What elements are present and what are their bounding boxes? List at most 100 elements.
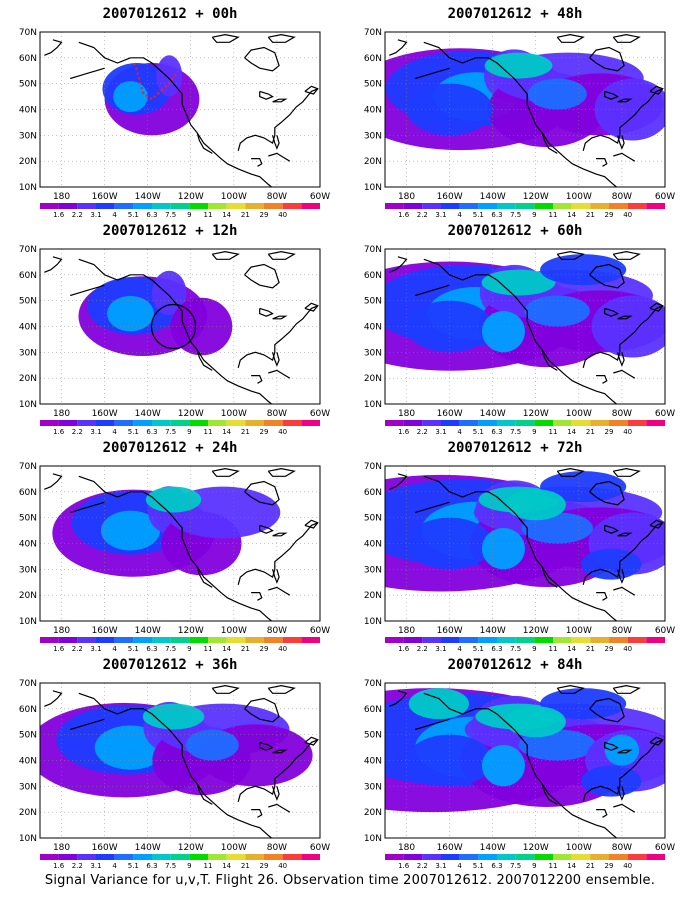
lon-label: 60W: [655, 843, 675, 853]
lat-label: 10N: [364, 617, 382, 627]
lon-label: 160W: [92, 626, 118, 636]
colorbar-label: 21: [241, 211, 250, 219]
colorbar-swatch: [609, 637, 628, 643]
colorbar-swatch: [441, 420, 460, 426]
colorbar-swatch: [441, 637, 460, 643]
colorbar-label: 2.2: [72, 645, 83, 653]
colorbar: 1.6 2.2 3.1 4 5.1 6.3 7.5 9 11 14 21 29 40: [385, 637, 665, 653]
lat-label: 70N: [19, 462, 37, 472]
colorbar-label: 21: [586, 862, 595, 870]
colorbar-swatch: [422, 637, 441, 643]
colorbar-swatch: [385, 854, 404, 860]
lat-label: 30N: [364, 565, 382, 575]
colorbar-swatch: [264, 637, 283, 643]
colorbar-label: 21: [586, 211, 595, 219]
colorbar-label: 40: [278, 428, 287, 436]
colorbar-label: 6.3: [146, 428, 157, 436]
lon-label: 160W: [92, 192, 118, 202]
colorbar-swatch: [459, 420, 479, 426]
colorbar-swatch: [170, 420, 190, 426]
colorbar-swatch: [534, 637, 553, 643]
colorbar-label: 7.5: [165, 862, 176, 870]
colorbar-swatch: [245, 203, 264, 209]
colorbar-swatch: [534, 854, 553, 860]
colorbar-swatch: [245, 637, 264, 643]
colorbar-label: 4: [112, 211, 117, 219]
variance-contour: [581, 548, 642, 580]
colorbar-label: 6.3: [491, 211, 502, 219]
colorbar-label: 14: [222, 428, 231, 436]
variance-contour: [481, 745, 525, 787]
colorbar-swatch: [553, 854, 572, 860]
coastlines: [44, 684, 319, 838]
forecast-panel-60h: 2007012612 + 60h 70N 60N 50N 40N 30N 20N 10N 180…: [350, 219, 680, 436]
colorbar-label: 4: [112, 862, 117, 870]
colorbar-swatch: [208, 420, 227, 426]
colorbar-label: 29: [605, 862, 614, 870]
colorbar-swatch: [114, 854, 134, 860]
lon-label: 180: [53, 843, 70, 853]
variance-field: [385, 48, 665, 151]
variance-contour: [170, 297, 233, 356]
lon-label: 120W: [523, 626, 549, 636]
colorbar-swatch: [208, 203, 227, 209]
colorbar-label: 4: [457, 862, 462, 870]
lat-label: 50N: [19, 297, 37, 307]
colorbar-swatch: [609, 854, 628, 860]
colorbar-swatch: [96, 637, 115, 643]
lat-label: 60N: [19, 54, 37, 64]
lon-label: 120W: [178, 626, 204, 636]
panel-title: 2007012612 + 84h: [447, 657, 583, 673]
lat-label: 70N: [364, 28, 382, 38]
colorbar-swatch: [208, 854, 227, 860]
colorbar-label: 11: [549, 645, 558, 653]
lat-label: 40N: [364, 106, 382, 116]
map-frame: [384, 465, 666, 622]
lat-label: 20N: [19, 591, 37, 601]
variance-contour: [581, 765, 642, 797]
colorbar-label: 5.1: [473, 645, 484, 653]
colorbar-swatch: [77, 854, 96, 860]
forecast-panel-24h: 2007012612 + 24h 70N 60N 50N 40N 30N 20N 10N 180…: [5, 436, 335, 653]
colorbar-swatch: [40, 637, 59, 643]
lon-label: 140W: [135, 843, 161, 853]
variance-contour: [100, 510, 160, 551]
coastlines: [389, 467, 664, 621]
variance-contour: [524, 295, 590, 327]
colorbar: 1.6 2.2 3.1 4 5.1 6.3 7.5 9 11 14 21 29 40: [385, 420, 665, 436]
colorbar-label: 4: [112, 645, 117, 653]
coastlines: [389, 33, 664, 187]
variance-contour: [107, 295, 154, 332]
colorbar-swatch: [152, 203, 171, 209]
colorbar-swatch: [590, 420, 609, 426]
colorbar-swatch: [627, 637, 647, 643]
lat-label: 60N: [364, 705, 382, 715]
lon-label: 140W: [135, 409, 161, 419]
lon-label: 120W: [178, 843, 204, 853]
colorbar-label: 3.1: [90, 428, 101, 436]
lon-label: 120W: [523, 192, 549, 202]
panel-title: 2007012612 + 00h: [102, 6, 238, 22]
colorbar-label: 9: [187, 211, 191, 219]
lon-label: 140W: [135, 626, 161, 636]
map-frame: [39, 682, 321, 839]
colorbar-label: 3.1: [435, 428, 446, 436]
lat-label: 50N: [19, 731, 37, 741]
colorbar-swatch: [301, 203, 320, 209]
colorbar-label: 11: [204, 211, 213, 219]
lon-label: 100W: [221, 409, 247, 419]
lat-label: 40N: [19, 540, 37, 550]
lat-label: 60N: [364, 54, 382, 64]
colorbar-label: 2.2: [417, 862, 428, 870]
forecast-panel-72h: 2007012612 + 72h 70N 60N 50N 40N 30N 20N 10N 180…: [350, 436, 680, 653]
colorbar-label: 9: [187, 862, 191, 870]
colorbar-swatch: [590, 203, 609, 209]
colorbar-label: 3.1: [90, 862, 101, 870]
colorbar: 1.6 2.2 3.1 4 5.1 6.3 7.5 9 11 14 21 29 40: [40, 854, 320, 870]
colorbar-label: 14: [567, 862, 576, 870]
colorbar-label: 40: [623, 645, 632, 653]
colorbar-label: 6.3: [491, 862, 502, 870]
colorbar-label: 2.2: [72, 862, 83, 870]
colorbar: 1.6 2.2 3.1 4 5.1 6.3 7.5 9 11 14 21 29 40: [385, 203, 665, 219]
variance-contour: [156, 55, 183, 97]
